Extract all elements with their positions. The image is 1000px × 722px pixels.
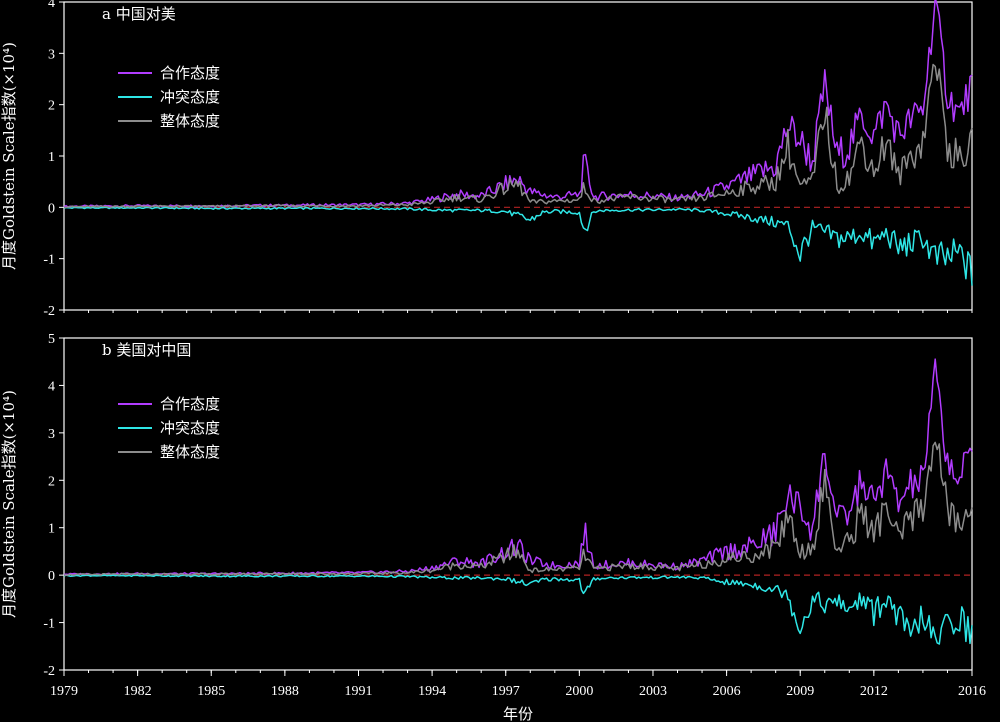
x-tick-label: 2006 [713,684,741,699]
series-line [63,441,973,576]
legend-label: 冲突态度 [160,419,220,437]
y-tick-label: 4 [48,0,55,11]
y-tick-label: -2 [43,664,55,679]
x-tick-label: 1997 [492,684,520,699]
x-tick-label: 2009 [786,684,814,699]
y-tick-label: 5 [48,332,55,347]
x-tick-label: 2012 [860,684,888,699]
plot-frame [63,1,973,311]
x-tick-label: 1994 [418,684,446,699]
x-tick-label: 1985 [197,684,225,699]
y-axis-label: 月度Goldstein Scale指数(×10⁴) [0,390,18,618]
x-tick-label: 1988 [271,684,299,699]
series-line [63,206,973,286]
x-tick-label: 2016 [958,684,986,699]
plot-frame [63,337,973,671]
x-tick-label: 2000 [565,684,593,699]
y-tick-label: 1 [48,522,55,537]
x-tick-label: 1982 [124,684,152,699]
series-line [63,63,973,209]
panel-title: a 中国对美 [102,5,176,23]
y-tick-label: 0 [48,569,55,584]
y-tick-label: -1 [43,617,55,632]
legend-label: 整体态度 [160,112,220,130]
y-tick-label: 3 [48,47,55,62]
y-tick-label: 2 [48,474,55,489]
panel-a: -2 -1 0 1 2 3 4 月度Goldstein Scale指数(×10⁴) a 中国对美… [0,0,973,319]
y-tick-label: 3 [48,427,55,442]
series-line [63,574,973,645]
panel-title: b 美国对中国 [102,341,191,359]
y-tick-label: -1 [43,253,55,268]
x-tick-label: 1991 [344,684,372,699]
x-tick-label: 1979 [50,684,78,699]
legend-label: 冲突态度 [160,88,220,106]
panel-b: -2 -1 0 1 2 3 4 5 1979 1982 1985 1988 1991 1994 1997 20… [0,332,986,722]
x-tick-label: 2003 [639,684,667,699]
series-line [63,358,973,576]
y-tick-label: 1 [48,150,55,165]
legend-label: 整体态度 [160,443,220,461]
x-axis-label: 年份 [503,705,533,722]
y-tick-label: 4 [48,379,55,394]
legend-label: 合作态度 [160,64,220,82]
y-tick-label: -2 [43,304,55,319]
y-tick-label: 0 [48,201,55,216]
y-axis-label: 月度Goldstein Scale指数(×10⁴) [0,42,18,270]
y-tick-label: 2 [48,99,55,114]
legend-label: 合作态度 [160,395,220,413]
